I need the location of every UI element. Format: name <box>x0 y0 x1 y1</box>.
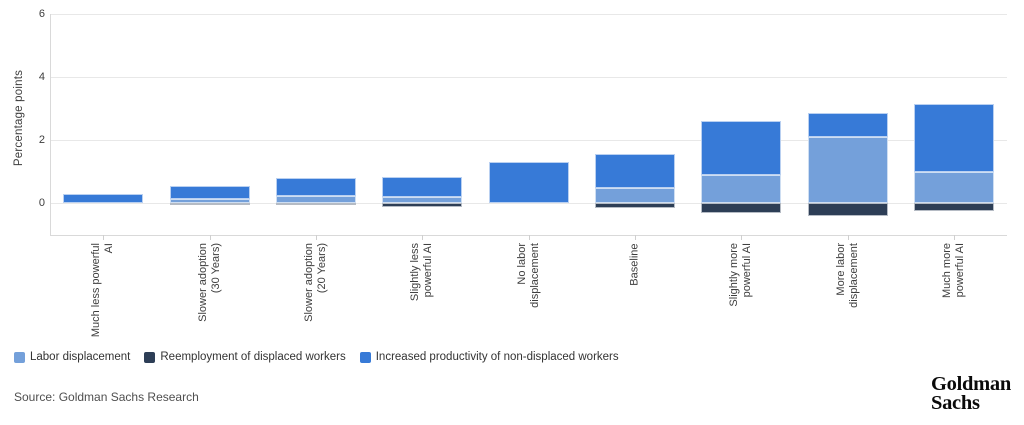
bar-segment-reemployment <box>701 203 782 213</box>
bar-segment-labor-displacement <box>169 198 250 204</box>
x-axis-label: Slightly less powerful AI <box>409 243 435 302</box>
x-axis-label: Much less powerful AI <box>90 243 116 338</box>
x-axis-tick <box>634 235 636 240</box>
bar-segment-reemployment <box>382 203 463 207</box>
legend-swatch-icon <box>144 351 156 363</box>
bar-segment-reemployment <box>594 203 675 209</box>
gridline-y-0 <box>50 203 1007 205</box>
x-axis-tick <box>103 235 105 240</box>
legend-label: Labor displacement <box>30 351 131 363</box>
legend-item-0: Labor displacement <box>14 351 130 363</box>
bar-segment-productivity <box>594 154 675 188</box>
y-tick-label-0: 0 <box>38 197 45 210</box>
legend-item-1: Reemployment of displaced workers <box>144 351 346 363</box>
bar-segment-labor-displacement <box>594 187 675 204</box>
x-axis-label: More labor displacement <box>834 243 860 308</box>
x-axis-tick <box>953 235 955 240</box>
x-axis-tick <box>741 235 743 240</box>
source-note: Source: Goldman Sachs Research <box>14 390 199 404</box>
bar-segment-reemployment <box>275 203 356 206</box>
bar-segment-productivity <box>488 162 569 204</box>
plot-area: Much less powerful AI Slower adoption (30… <box>50 14 1007 337</box>
bar-segment-reemployment <box>807 203 888 217</box>
bar-segment-productivity <box>382 176 463 198</box>
gridline-y-6 <box>50 14 1007 15</box>
bar-segment-productivity <box>913 103 994 172</box>
logo-line-1: Goldman <box>931 373 1011 395</box>
x-axis-label: Slower adoption (20 Years) <box>302 243 328 322</box>
bar-segment-reemployment <box>913 203 994 212</box>
bar-segment-productivity <box>701 121 782 175</box>
x-axis-label: Slightly more powerful AI <box>728 243 754 307</box>
legend-swatch-icon <box>359 351 371 363</box>
x-axis-label: Baseline <box>628 243 641 286</box>
bar-segment-labor-displacement <box>701 175 782 204</box>
x-axis-tick <box>528 235 530 240</box>
bar-segment-productivity <box>63 193 144 204</box>
x-axis-tick <box>209 235 211 240</box>
bar-segment-reemployment <box>169 203 250 206</box>
x-axis-label: Slower adoption (30 Years) <box>196 243 222 322</box>
logo-line-2: Sachs <box>931 392 980 414</box>
bar-segment-productivity <box>275 178 356 196</box>
bar-segment-productivity <box>169 186 250 199</box>
bar-segment-labor-displacement <box>382 197 463 204</box>
bar-segment-labor-displacement <box>807 137 888 204</box>
legend-item-2: Increased productivity of non-displaced … <box>359 351 619 363</box>
y-tick-label-2: 2 <box>38 134 45 147</box>
legend-label: Increased productivity of non-displaced … <box>375 351 619 363</box>
y-tick-label-6: 6 <box>38 8 45 20</box>
x-axis-tick <box>422 235 424 240</box>
bar-segment-labor-displacement <box>913 171 994 204</box>
x-axis-label: Much more powerful AI <box>940 243 966 299</box>
legend: Labor displacement Reemployment of displa… <box>14 351 619 363</box>
bar-segment-productivity <box>807 113 888 138</box>
legend-swatch-icon <box>14 351 25 363</box>
gridline-y-4 <box>50 77 1007 79</box>
y-axis-line <box>50 14 51 235</box>
goldman-sachs-logo: Goldman Sachs <box>931 373 1011 414</box>
x-axis-label: No labor displacement <box>515 243 541 308</box>
x-axis-tick <box>315 235 317 240</box>
x-axis-tick <box>847 235 849 240</box>
y-tick-label-4: 4 <box>38 71 45 84</box>
legend-label: Reemployment of displaced workers <box>160 351 346 363</box>
y-axis-tick-labels: 0 2 4 6 <box>0 8 45 235</box>
bar-segment-labor-displacement <box>275 195 356 204</box>
gridline-y-2 <box>50 140 1007 142</box>
